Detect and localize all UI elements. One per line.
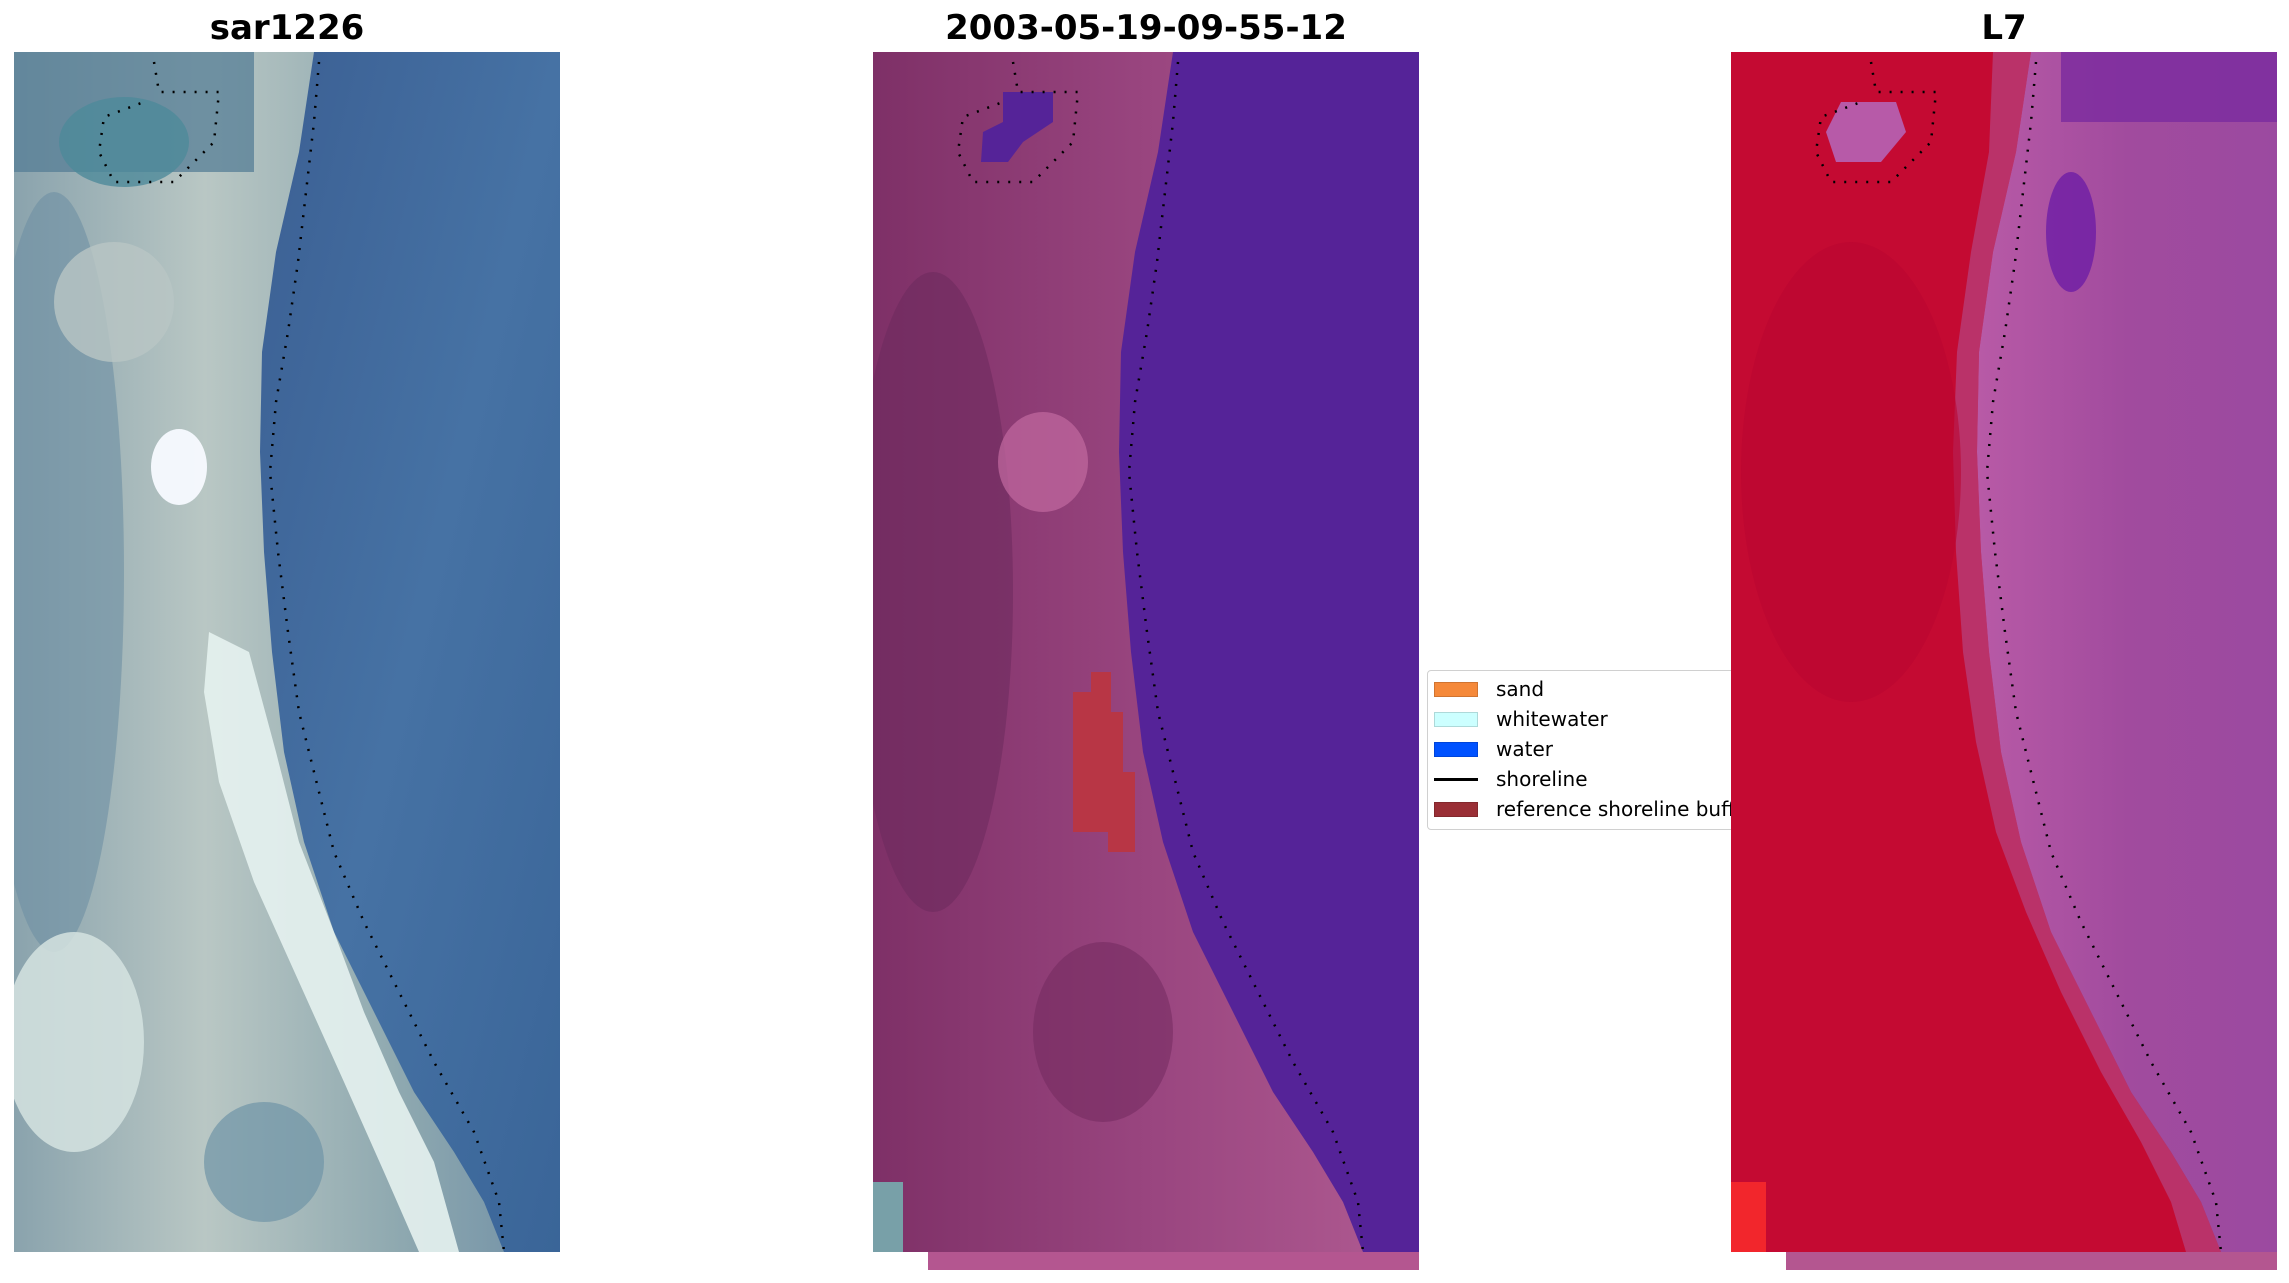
classified-water-area bbox=[1119, 52, 1419, 1252]
classified-pale-patch bbox=[998, 412, 1088, 512]
legend-item-reference-buffer: reference shoreline buffer bbox=[1428, 795, 1737, 823]
index-shoreline bbox=[1985, 61, 2223, 1253]
index-deep-water-patch bbox=[2046, 172, 2096, 292]
panel-title-classified: 2003-05-19-09-55-12 bbox=[945, 8, 1347, 48]
index-corner-bright bbox=[1731, 1182, 1766, 1252]
panel-title-rgb: sar1226 bbox=[209, 8, 365, 48]
legend-label-sand: sand bbox=[1496, 677, 1545, 701]
classified-shoreline bbox=[1127, 61, 1365, 1253]
classified-mid-patch bbox=[1033, 942, 1173, 1122]
reference-buffer-swatch-icon bbox=[1434, 802, 1478, 817]
index-bottom-strip bbox=[1786, 1252, 2277, 1270]
legend-item-whitewater: whitewater bbox=[1428, 705, 1736, 733]
classified-dark-band bbox=[873, 272, 1013, 912]
index-transition-band bbox=[1953, 52, 2221, 1252]
index-lagoon bbox=[1826, 102, 1906, 162]
water-swatch-icon bbox=[1434, 742, 1478, 757]
classified-lagoon-water bbox=[981, 92, 1053, 162]
rgb-shoreline bbox=[268, 61, 506, 1253]
rgb-dune-patch bbox=[54, 242, 174, 362]
legend-label-water: water bbox=[1496, 737, 1553, 761]
rgb-lagoon bbox=[59, 97, 189, 187]
rgb-pale-sand bbox=[14, 932, 144, 1152]
index-panel-overlap bbox=[1731, 660, 1741, 840]
index-image bbox=[1731, 52, 2277, 1270]
legend-label-reference-buffer: reference shoreline buffer bbox=[1496, 797, 1737, 821]
classified-bottom-strip bbox=[928, 1252, 1419, 1270]
shoreline-line-icon bbox=[1434, 778, 1478, 781]
classified-image bbox=[873, 52, 1419, 1270]
legend-label-whitewater: whitewater bbox=[1496, 707, 1608, 731]
legend-item-sand: sand bbox=[1428, 675, 1736, 703]
rgb-image-panel bbox=[14, 52, 560, 1272]
legend-item-shoreline: shoreline bbox=[1428, 765, 1736, 793]
panel-title-index: L7 bbox=[1981, 8, 2027, 48]
index-water-area bbox=[1977, 52, 2277, 1252]
rgb-image bbox=[14, 52, 560, 1253]
sand-swatch-icon bbox=[1434, 682, 1478, 697]
rgb-water-area bbox=[260, 52, 560, 1252]
index-image-panel bbox=[1731, 52, 2277, 1272]
rgb-dark-patch bbox=[204, 1102, 324, 1222]
whitewater-swatch-icon bbox=[1434, 712, 1478, 727]
reference-buffer-region bbox=[1073, 672, 1135, 852]
rgb-bright-beach bbox=[204, 632, 459, 1252]
legend-item-water: water bbox=[1428, 735, 1736, 763]
classified-corner-whitewater bbox=[873, 1182, 903, 1252]
legend-label-shoreline: shoreline bbox=[1496, 767, 1588, 791]
legend: sand whitewater water shoreline referenc… bbox=[1427, 670, 1737, 830]
rgb-bright-spot bbox=[151, 429, 207, 505]
classified-image-panel bbox=[873, 52, 1419, 1272]
index-deep-water-top bbox=[2061, 52, 2277, 122]
index-dark-red-patch bbox=[1741, 242, 1961, 702]
rgb-vegetation-band bbox=[14, 192, 124, 952]
